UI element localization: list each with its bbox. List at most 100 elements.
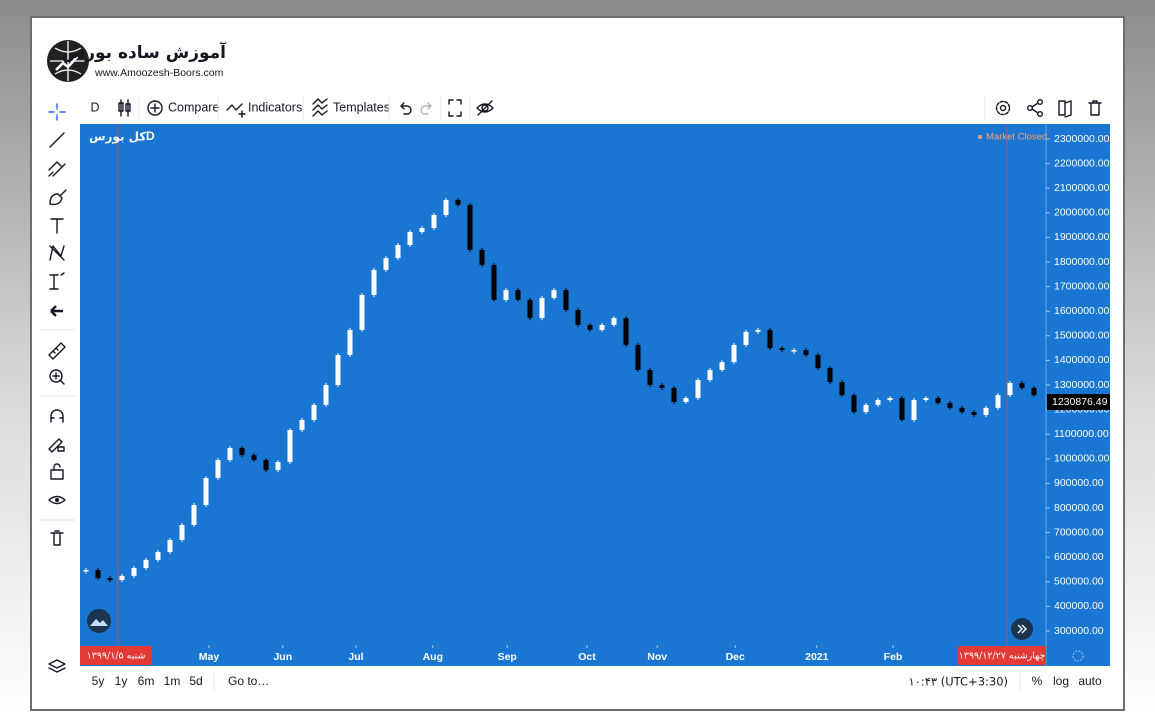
y-tick-label: 500000.00: [1054, 576, 1104, 588]
candle: [107, 578, 113, 581]
pattern-tool[interactable]: [49, 245, 65, 261]
log-button[interactable]: log: [1053, 674, 1069, 688]
object-tree[interactable]: [48, 659, 66, 673]
undo-button[interactable]: [400, 102, 412, 115]
back-tool[interactable]: [50, 305, 63, 317]
time-axis[interactable]: [80, 645, 1110, 666]
hide-button[interactable]: [476, 100, 494, 116]
candle: [755, 329, 761, 332]
candle: [479, 249, 485, 265]
lock-tool[interactable]: [50, 463, 64, 480]
candle: [131, 568, 137, 576]
visibility-tool[interactable]: [48, 495, 66, 505]
delete-button[interactable]: [1088, 100, 1102, 116]
y-tick-label: 700000.00: [1054, 526, 1104, 538]
x-tick-label: Nov: [647, 651, 667, 663]
clock[interactable]: ۱۰:۴۳ (UTC+3:30): [909, 675, 1008, 689]
candle: [923, 398, 929, 400]
candle: [551, 290, 557, 298]
interval-button[interactable]: D: [90, 100, 99, 114]
candle: [827, 368, 833, 383]
candle: [143, 559, 149, 569]
y-tick-label: 1900000.00: [1054, 231, 1110, 243]
candle: [971, 412, 977, 416]
magnet-tool[interactable]: [50, 409, 64, 423]
snapshot-button[interactable]: [1058, 100, 1072, 118]
candle: [947, 402, 953, 408]
chart-layer: 300000.00 400000.00 500000.00 600000.00 7000…: [83, 133, 1110, 663]
candle: [647, 369, 653, 385]
compare-button[interactable]: Compare: [147, 100, 219, 116]
share-button[interactable]: [1026, 98, 1043, 117]
measure-tool[interactable]: [49, 272, 65, 290]
settings-button[interactable]: [995, 100, 1011, 116]
fib-tool[interactable]: [48, 161, 66, 177]
compare-label: Compare: [168, 100, 219, 114]
y-tick-label: 1400000.00: [1054, 354, 1110, 366]
chart-area[interactable]: [80, 124, 1046, 645]
candle: [119, 575, 125, 581]
range-button[interactable]: 5y: [92, 674, 105, 688]
candle: [455, 200, 461, 205]
y-tick-label: 400000.00: [1054, 600, 1104, 612]
candle: [251, 455, 257, 461]
axis-settings[interactable]: [1072, 650, 1084, 662]
x-tick-label: Aug: [423, 651, 443, 663]
candle: [1007, 383, 1013, 396]
indicators-button[interactable]: Indicators: [226, 100, 302, 118]
price-axis[interactable]: [1046, 124, 1110, 645]
percent-button[interactable]: %: [1032, 674, 1043, 688]
candle: [347, 329, 353, 355]
zoom-tool[interactable]: [49, 369, 65, 385]
range-button[interactable]: 5d: [189, 674, 202, 688]
range-button[interactable]: 1m: [164, 674, 181, 688]
y-tick-label: 1700000.00: [1054, 280, 1110, 292]
chart-type-button[interactable]: [118, 99, 131, 117]
x-tick-label: Jul: [348, 651, 363, 663]
candle: [851, 395, 857, 413]
candle: [299, 419, 305, 431]
trend-line-tool[interactable]: [49, 132, 65, 148]
candle: [719, 362, 725, 370]
range-button[interactable]: 1y: [115, 674, 128, 688]
candle: [815, 354, 821, 369]
scroll-right-button[interactable]: [1011, 618, 1033, 640]
candle: [611, 318, 617, 325]
templates-label: Templates: [333, 100, 390, 114]
crosshair-tool[interactable]: [48, 103, 66, 121]
candle: [287, 430, 293, 462]
brush-tool[interactable]: [49, 189, 67, 206]
candle: [1019, 383, 1025, 388]
candle: [83, 569, 89, 572]
goto-button[interactable]: Go to…: [228, 674, 269, 688]
symbol-name: کل بورس: [89, 130, 146, 145]
candle: [395, 245, 401, 259]
y-tick-label: 2300000.00: [1054, 133, 1110, 145]
y-tick-label: 900000.00: [1054, 477, 1104, 489]
y-tick-label: 1300000.00: [1054, 379, 1110, 391]
candle: [911, 399, 917, 420]
draw-lock-tool[interactable]: [48, 438, 65, 453]
auto-button[interactable]: auto: [1078, 674, 1102, 688]
remove-tool[interactable]: [50, 530, 64, 546]
y-tick-label: 2200000.00: [1054, 157, 1110, 169]
text-tool[interactable]: [50, 218, 64, 234]
ruler-tool[interactable]: [48, 342, 66, 360]
range-button[interactable]: 6m: [138, 674, 155, 688]
candle: [803, 350, 809, 355]
candle: [695, 380, 701, 399]
x-tick-label: Sep: [498, 651, 517, 663]
candle: [191, 505, 197, 525]
fullscreen-button[interactable]: [448, 99, 462, 117]
redo-button[interactable]: [420, 102, 432, 115]
candle: [671, 387, 677, 402]
candle: [791, 350, 797, 352]
candle: [707, 369, 713, 381]
templates-button[interactable]: Templates: [312, 98, 390, 117]
y-tick-label: 1100000.00: [1054, 428, 1109, 440]
candle: [563, 290, 569, 310]
y-tick-label: 1800000.00: [1054, 256, 1110, 268]
top-toolbar: D Compare Indicators Templates: [90, 97, 1102, 119]
candle: [503, 290, 509, 300]
